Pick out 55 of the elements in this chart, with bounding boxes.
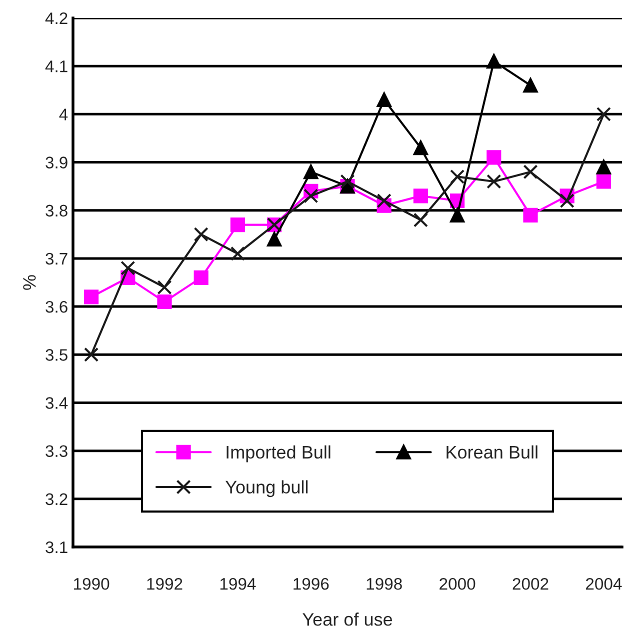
y-tick-label: 4	[59, 108, 68, 120]
x-tick-label: 2000	[440, 578, 476, 590]
point	[413, 212, 428, 228]
y-tick-label: 3.6	[46, 300, 68, 313]
point	[450, 208, 465, 222]
point	[596, 106, 611, 122]
point	[486, 150, 502, 165]
point	[194, 227, 208, 242]
y-tick-label: 3.8	[46, 204, 68, 217]
point	[523, 78, 538, 93]
point	[376, 92, 392, 108]
point	[523, 208, 538, 222]
y-tick-label: 4.2	[45, 12, 68, 24]
x-axis-title: Year of use	[302, 612, 392, 626]
x-tick-label: 1996	[294, 578, 329, 590]
point	[230, 246, 245, 261]
legend-label: Imported Bull	[226, 445, 330, 462]
point	[84, 347, 99, 362]
point	[157, 294, 172, 310]
y-tick-label: 4.1	[45, 60, 68, 72]
point	[376, 193, 392, 208]
y-axis-title: %	[23, 275, 36, 290]
y-tick-label: 3.9	[46, 156, 68, 168]
point	[157, 280, 172, 295]
x-tick-label: 2004	[586, 578, 622, 590]
y-tick-label: 3.3	[46, 445, 68, 458]
point	[560, 193, 574, 208]
point	[486, 54, 502, 69]
y-tick-label: 3.7	[46, 252, 68, 265]
y-tick-label: 3.5	[46, 349, 68, 361]
legend-label: Young bull	[225, 480, 308, 498]
point	[596, 160, 611, 174]
x-tick-label: 1994	[220, 578, 256, 590]
point	[413, 140, 428, 156]
y-tick-label: 3.2	[46, 493, 68, 506]
legend-label: Korean Bull	[446, 445, 538, 459]
y-tick-label: 3.4	[46, 397, 68, 409]
point	[230, 217, 245, 232]
point	[450, 169, 465, 184]
point	[194, 270, 208, 285]
point	[486, 174, 502, 189]
point	[120, 260, 136, 276]
point	[267, 232, 282, 247]
point	[413, 188, 428, 204]
y-tick-label: 3.1	[46, 541, 68, 554]
point	[596, 174, 611, 189]
point	[304, 188, 318, 204]
x-tick-label: 1992	[147, 578, 182, 590]
point	[340, 174, 355, 189]
x-tick-label: 1998	[366, 578, 402, 590]
point	[523, 164, 538, 180]
point	[304, 164, 318, 180]
x-tick-label: 1990	[74, 578, 110, 590]
x-tick-label: 2002	[512, 578, 548, 590]
point	[84, 290, 99, 304]
